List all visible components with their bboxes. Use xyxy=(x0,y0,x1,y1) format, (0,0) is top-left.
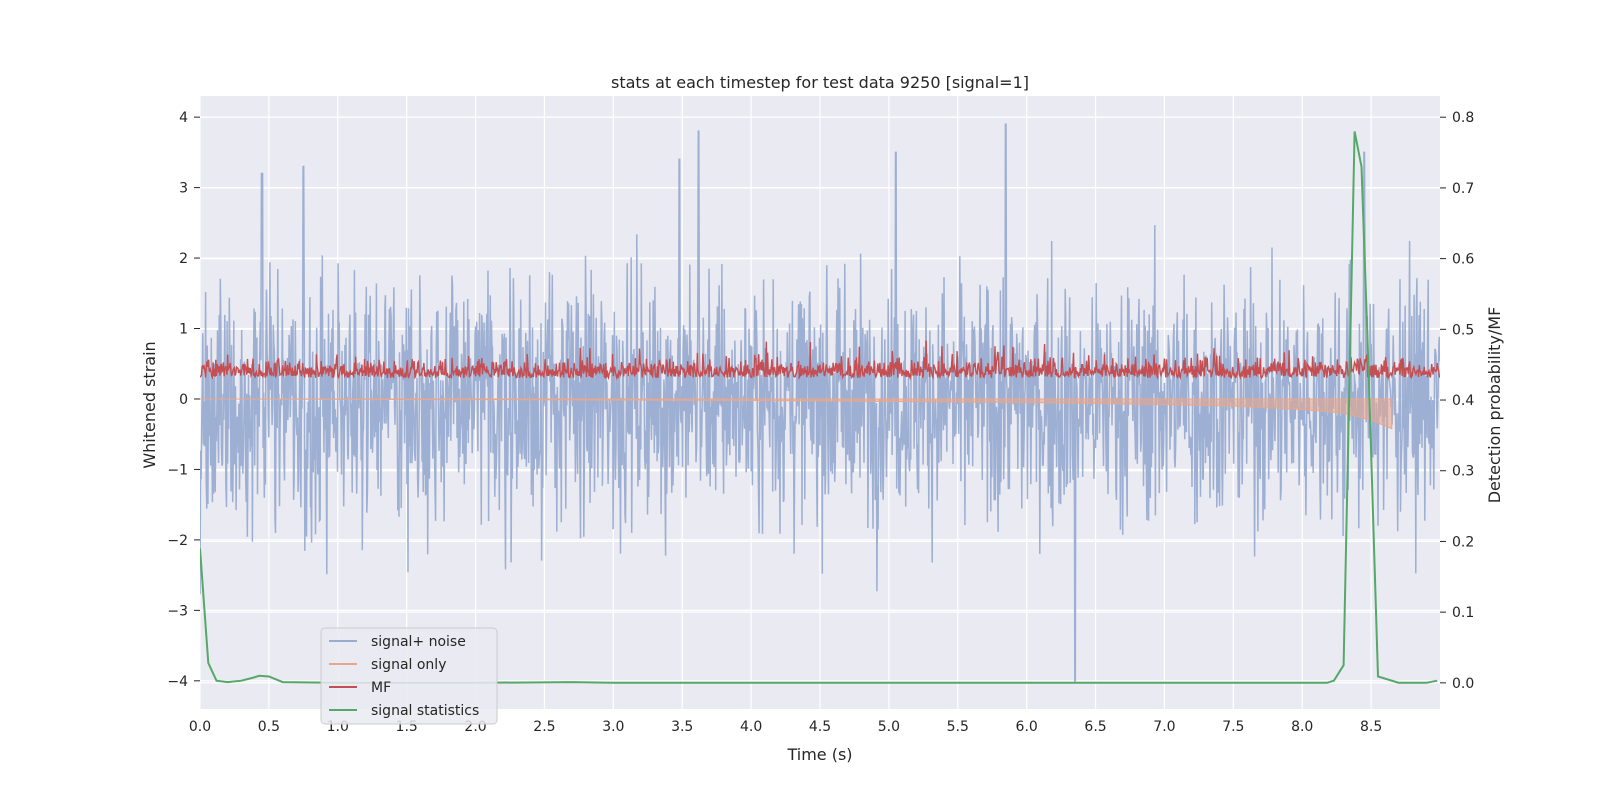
x-tick-label: 7.0 xyxy=(1153,719,1175,735)
legend-label-signal-only: signal only xyxy=(371,657,446,673)
x-tick-label: 4.5 xyxy=(809,719,831,735)
chart-title: stats at each timestep for test data 925… xyxy=(611,73,1029,92)
y-left-tick-label: 3 xyxy=(179,181,188,197)
y-left-tick-label: −3 xyxy=(167,603,188,619)
y-left-tick-label: 4 xyxy=(179,110,188,126)
y-left-tick-label: 2 xyxy=(179,251,188,267)
x-tick-label: 2.5 xyxy=(533,719,555,735)
y-right-tick-label: 0.2 xyxy=(1452,534,1474,550)
y-axis-right: 0.8 0.7 0.6 0.5 0.4 0.3 0.2 0.1 0.0 xyxy=(1440,110,1474,692)
y-right-tick-label: 0.1 xyxy=(1452,605,1474,621)
legend-box xyxy=(320,627,498,725)
y-axis-left-label: Whitened strain xyxy=(140,341,159,468)
x-tick-label: 8.5 xyxy=(1360,719,1382,735)
x-tick-label: 4.0 xyxy=(740,719,762,735)
legend-label-signal-statistics: signal statistics xyxy=(371,703,479,719)
x-tick-label: 3.0 xyxy=(602,719,624,735)
y-left-tick-label: −1 xyxy=(167,462,188,478)
legend-label-signal-noise: signal+ noise xyxy=(371,634,466,650)
x-tick-label: 7.5 xyxy=(1222,719,1244,735)
y-right-tick-label: 0.4 xyxy=(1452,393,1474,409)
signal-only-area xyxy=(200,398,1393,430)
x-tick-label: 6.0 xyxy=(1016,719,1038,735)
y-right-tick-label: 0.5 xyxy=(1452,322,1474,338)
mf-line xyxy=(200,340,1440,381)
y-axis-left: 4 3 2 1 0 −1 −2 −3 −4 xyxy=(167,110,200,690)
y-right-tick-label: 0.0 xyxy=(1452,676,1474,692)
x-tick-label: 0.0 xyxy=(189,719,211,735)
y-left-tick-label: −4 xyxy=(167,674,188,690)
y-left-tick-label: 1 xyxy=(179,322,188,338)
y-left-tick-label: 0 xyxy=(179,392,188,408)
x-tick-label: 8.0 xyxy=(1291,719,1313,735)
legend-label-mf: MF xyxy=(371,680,391,696)
y-right-tick-label: 0.8 xyxy=(1452,110,1474,126)
x-axis-label: Time (s) xyxy=(786,745,852,764)
legend: signal+ noise signal only MF signal stat… xyxy=(320,627,498,725)
y-axis-right-label: Detection probability/MF xyxy=(1485,307,1504,504)
signal-noise-line xyxy=(200,123,1440,682)
x-tick-label: 6.5 xyxy=(1084,719,1106,735)
x-tick-label: 3.5 xyxy=(671,719,693,735)
y-right-tick-label: 0.3 xyxy=(1452,464,1474,480)
signal-statistics-line xyxy=(200,131,1438,684)
x-tick-label: 0.5 xyxy=(258,719,280,735)
x-tick-label: 5.0 xyxy=(878,719,900,735)
y-right-tick-label: 0.6 xyxy=(1452,252,1474,268)
y-left-tick-label: −2 xyxy=(167,533,188,549)
y-right-tick-label: 0.7 xyxy=(1452,181,1474,197)
x-tick-label: 5.5 xyxy=(947,719,969,735)
